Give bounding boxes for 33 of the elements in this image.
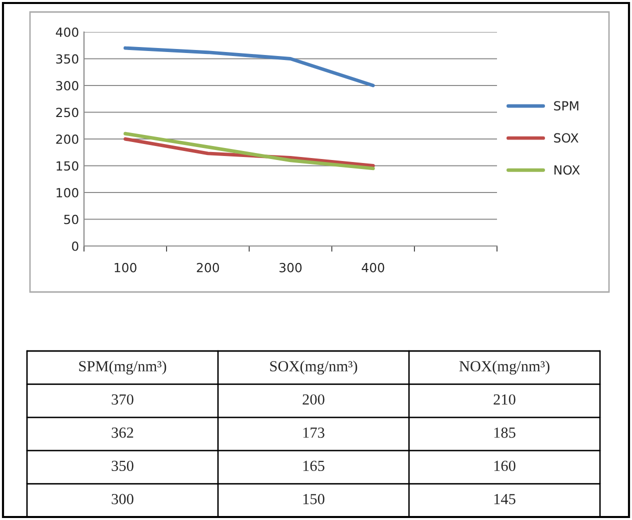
text: SPM(mg/nm³) [79,360,166,375]
text: NOX(mg/nm³) [459,360,550,375]
legend-label: NOX [554,165,580,175]
text: SOX(mg/nm³) [270,360,358,375]
text: 362 [112,428,134,438]
legend-label: SPM [554,101,578,111]
y-tick-label: 250 [56,108,78,118]
text: 173 [303,428,324,438]
y-tick-label: 100 [56,188,78,198]
y-tick-label: 400 [56,27,78,37]
y-tick-label: 0 [72,241,78,251]
y-tick-label: 200 [56,134,78,144]
text: 200 [302,394,324,405]
y-tick-label: 350 [56,54,78,64]
text: 300 [112,494,134,504]
text: 370 [112,394,134,405]
text: 160 [494,460,516,472]
text: 145 [494,494,516,504]
line-series [124,46,375,88]
y-tick-label: 50 [64,214,78,224]
y-tick-label: 300 [56,80,78,90]
text: 210 [494,394,516,405]
text: 165 [303,460,324,472]
x-tick-label: 200 [196,262,219,272]
x-tick-label: 300 [280,262,302,272]
y-tick-label: 150 [56,161,78,171]
line-series [124,132,375,170]
legend-label: SOX [554,133,578,143]
x-tick-label: 400 [362,262,384,272]
x-tick-label: 100 [114,262,136,272]
text: 150 [303,494,324,504]
text: 185 [494,428,516,438]
text: 350 [112,460,134,472]
